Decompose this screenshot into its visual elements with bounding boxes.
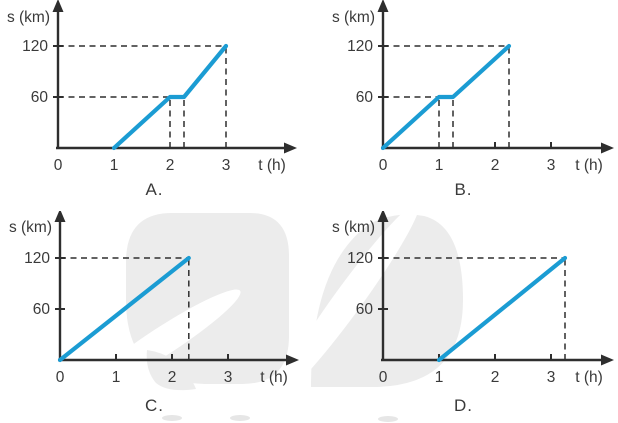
y-axis-title: s (km)	[9, 219, 52, 236]
x-axis-title: t (h)	[258, 157, 286, 174]
x-axis-arrow-icon	[284, 142, 297, 154]
x-tick-label: 3	[224, 369, 233, 386]
y-tick-label: 120	[24, 250, 50, 267]
chart-d-plot: 60 120 0 1 2 3 s (km) t (h)	[332, 211, 614, 386]
x-tick-label: 0	[379, 369, 388, 386]
y-axis-title: s (km)	[332, 219, 375, 236]
x-tick-label: 2	[491, 369, 500, 386]
chart-d-letter: D.	[454, 396, 473, 415]
x-axis-arrow-icon	[601, 142, 614, 154]
chart-option-d: 60 120 0 1 2 3 s (km) t (h) D.	[309, 211, 618, 423]
y-axis-arrow-icon	[52, 0, 64, 12]
y-tick-label: 60	[356, 89, 374, 106]
series-line	[380, 43, 512, 151]
chart-b-plot: 60 120 0 1 2 3 s (km) t (h)	[332, 0, 614, 174]
x-tick-label: 1	[435, 369, 444, 386]
x-tick-label: 0	[56, 369, 65, 386]
x-tick-label: 2	[491, 157, 500, 174]
y-tick-label: 120	[347, 250, 373, 267]
x-tick-label: 1	[112, 369, 121, 386]
x-tick-label: 2	[166, 157, 175, 174]
chart-option-b: 60 120 0 1 2 3 s (km) t (h) B.	[309, 0, 618, 212]
chart-a-letter: A.	[145, 180, 164, 199]
y-tick-label: 120	[347, 38, 373, 55]
x-tick-label: 3	[547, 157, 556, 174]
x-tick-label: 1	[110, 157, 119, 174]
x-tick-label: 0	[379, 157, 388, 174]
x-axis-title: t (h)	[575, 369, 603, 386]
series-line	[436, 255, 568, 363]
chart-a-plot: 60 120 0 1 2 3 s (km) t (h)	[7, 0, 297, 174]
series-line	[57, 255, 191, 363]
y-axis-arrow-icon	[377, 211, 389, 222]
y-tick-label: 120	[22, 38, 48, 55]
y-tick-label: 60	[31, 89, 49, 106]
chart-c-plot: 60 120 0 1 2 3 s (km) t (h)	[9, 211, 299, 386]
y-axis-title: s (km)	[332, 9, 375, 26]
x-axis-title: t (h)	[575, 157, 603, 174]
y-axis-arrow-icon	[377, 0, 389, 12]
x-tick-label: 2	[168, 369, 177, 386]
x-tick-label: 3	[222, 157, 231, 174]
x-axis-title: t (h)	[260, 369, 288, 386]
chart-b-letter: B.	[454, 180, 473, 199]
x-tick-label: 3	[547, 369, 556, 386]
x-tick-label: 0	[54, 157, 63, 174]
series-line	[111, 43, 229, 151]
chart-option-a: 60 120 0 1 2 3 s (km) t (h) A.	[0, 0, 309, 212]
y-tick-label: 60	[356, 301, 374, 318]
y-axis-arrow-icon	[54, 211, 66, 222]
y-axis-title: s (km)	[7, 9, 50, 26]
x-tick-label: 1	[435, 157, 444, 174]
chart-c-letter: C.	[145, 396, 164, 415]
x-axis-arrow-icon	[286, 354, 299, 366]
x-axis-arrow-icon	[601, 354, 614, 366]
chart-option-c: 60 120 0 1 2 3 s (km) t (h) C.	[0, 211, 309, 423]
watermark-bottom-marks	[162, 415, 398, 422]
y-tick-label: 60	[33, 301, 51, 318]
